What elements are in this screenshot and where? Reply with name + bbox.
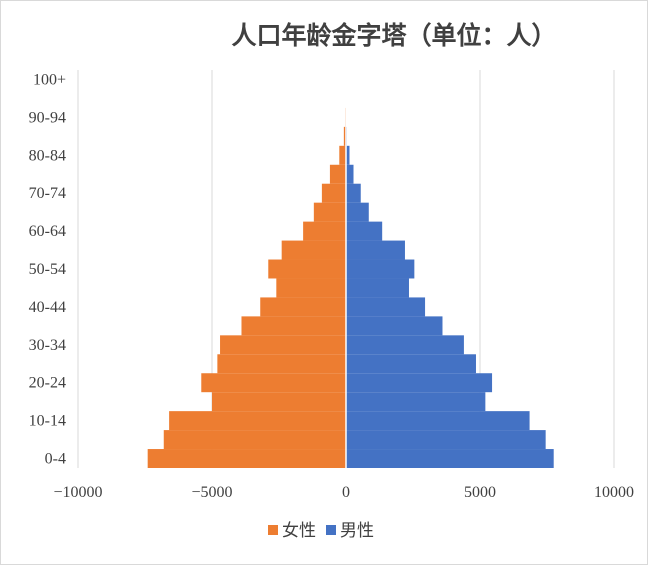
bar-female-10-14 <box>169 411 346 431</box>
bar-male-65-69 <box>346 202 369 222</box>
bar-male-20-24 <box>346 373 493 393</box>
y-tick-label: 80-84 <box>29 147 66 164</box>
bar-female-25-29 <box>217 354 346 374</box>
bar-male-80-84 <box>346 145 350 165</box>
y-axis-ticks: 0-4 10-14 20-24 30-34 40-44 50-54 60-64 70-74 80… <box>29 71 66 467</box>
bar-female-55-59 <box>281 240 346 260</box>
bar-female-35-39 <box>241 316 346 336</box>
legend: 女性 男性 <box>268 521 374 541</box>
bar-female-15-19 <box>212 392 346 412</box>
x-tick-label: −10000 <box>53 484 102 501</box>
y-tick-label: 30-34 <box>29 337 66 354</box>
y-tick-label: 40-44 <box>29 299 66 316</box>
bar-male-70-74 <box>346 183 361 203</box>
bar-female-65-69 <box>313 202 346 222</box>
bar-female-5-9 <box>163 430 346 450</box>
bar-male-35-39 <box>346 316 443 336</box>
bar-female-80-84 <box>339 145 346 165</box>
legend-swatch-female <box>268 525 278 535</box>
bar-female-0-4 <box>147 449 346 468</box>
bar-female-75-79 <box>329 164 346 184</box>
y-tick-label: 10-14 <box>29 413 66 430</box>
bar-female-70-74 <box>321 183 346 203</box>
chart-title: 人口年龄金字塔（单位：人） <box>231 21 556 50</box>
y-tick-label: 70-74 <box>29 185 66 202</box>
bar-male-30-34 <box>346 335 464 355</box>
x-axis-ticks: −10000 −5000 0 5000 10000 <box>53 484 634 501</box>
legend-label-male: 男性 <box>340 521 374 541</box>
bar-female-40-44 <box>260 297 346 317</box>
bar-female-60-64 <box>303 221 346 241</box>
bar-female-85-89 <box>343 126 346 146</box>
legend-swatch-male <box>326 525 336 535</box>
bars <box>147 68 554 468</box>
bar-male-55-59 <box>346 240 405 260</box>
bar-male-60-64 <box>346 221 383 241</box>
bar-male-75-79 <box>346 164 354 184</box>
y-tick-label: 0-4 <box>45 451 66 468</box>
bar-female-20-24 <box>201 373 346 393</box>
bar-male-25-29 <box>346 354 476 374</box>
bar-female-45-49 <box>276 278 346 298</box>
x-tick-label: 10000 <box>594 484 634 501</box>
y-tick-label: 60-64 <box>29 223 66 240</box>
bar-male-45-49 <box>346 278 409 298</box>
y-tick-label: 20-24 <box>29 375 66 392</box>
x-tick-label: 0 <box>342 484 350 501</box>
bar-male-5-9 <box>346 430 546 450</box>
y-tick-label: 100+ <box>33 71 66 88</box>
bar-male-50-54 <box>346 259 415 279</box>
y-tick-label: 50-54 <box>29 261 66 278</box>
x-tick-label: 5000 <box>464 484 496 501</box>
y-tick-label: 90-94 <box>29 109 66 126</box>
bar-female-50-54 <box>268 259 346 279</box>
legend-label-female: 女性 <box>282 521 316 541</box>
bar-male-10-14 <box>346 411 530 431</box>
bar-male-40-44 <box>346 297 426 317</box>
x-tick-label: −5000 <box>191 484 232 501</box>
bar-male-0-4 <box>346 449 554 468</box>
bar-female-30-34 <box>220 335 346 355</box>
bar-male-15-19 <box>346 392 486 412</box>
